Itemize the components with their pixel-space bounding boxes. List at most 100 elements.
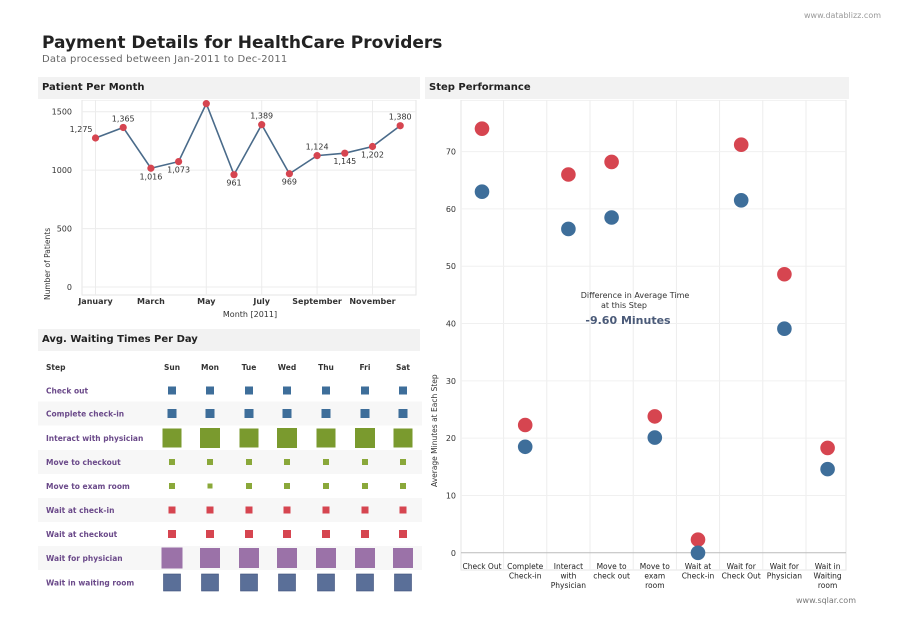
patients-data-label: 1,380 <box>389 113 412 122</box>
patients-data-label: 969 <box>282 178 297 187</box>
step-panel-header: Step Performance <box>425 77 849 99</box>
patients-line-chart: Number of Patients Month [2011] 1500 1000… <box>43 100 417 319</box>
annotation-title: Difference in Average Time <box>581 291 690 300</box>
waiting-square <box>394 573 412 592</box>
patients-data-point <box>119 123 127 132</box>
step-y-tick-label: 0 <box>451 549 456 558</box>
waiting-square <box>168 530 176 538</box>
waiting-square <box>162 428 182 448</box>
patients-plot-frame <box>81 100 417 296</box>
waiting-square <box>355 548 375 568</box>
waiting-square <box>399 506 407 514</box>
waiting-square <box>283 530 291 538</box>
waiting-square <box>278 573 296 592</box>
waiting-square <box>360 409 370 418</box>
patients-grid <box>81 100 417 296</box>
waiting-square <box>322 530 330 538</box>
day-column-headers: Sun Mon Tue Wed Thu Fri Sat <box>164 363 410 372</box>
step-column-header: Step <box>46 363 66 372</box>
step-row-label: Wait at check-in <box>46 506 114 515</box>
waiting-square <box>169 459 175 465</box>
step-row-label: Complete check-in <box>46 410 124 419</box>
patients-data-point <box>175 157 183 166</box>
step-data-point <box>561 167 576 182</box>
waiting-square <box>393 428 413 448</box>
patients-x-tick-label: March <box>137 297 165 306</box>
day-header: Mon <box>201 363 219 372</box>
annotation-value: -9.60 Minutes <box>585 314 671 327</box>
patients-data-label: 1,202 <box>361 151 384 160</box>
waiting-square <box>240 573 258 592</box>
step-data-point <box>647 430 663 445</box>
patients-x-tick-label: July <box>252 297 270 306</box>
day-header: Wed <box>278 363 296 372</box>
patients-series-line <box>95 101 401 177</box>
step-x-tick-label: Wait for Physician <box>767 562 803 581</box>
step-row-label: Interact with physician <box>46 434 143 443</box>
patients-series: 1,2751,3651,0161,0731,5699611,3899691,12… <box>70 100 412 188</box>
step-row-label: Move to exam room <box>46 482 130 491</box>
waiting-panel-header: Avg. Waiting Times Per Day <box>38 329 420 351</box>
step-data-point <box>517 417 533 433</box>
row-band <box>38 401 422 426</box>
waiting-square <box>361 386 369 395</box>
waiting-square <box>168 386 176 395</box>
step-x-tick-label: Move to exam room <box>640 562 670 590</box>
site-url: www.datablizz.com <box>804 11 882 20</box>
day-header: Tue <box>242 363 257 372</box>
waiting-square <box>200 548 220 568</box>
patients-data-label: 1,275 <box>70 125 93 134</box>
patients-data-label: 1,365 <box>112 114 135 123</box>
patients-x-tick-label: November <box>349 297 395 306</box>
waiting-square <box>207 483 213 489</box>
step-row-label: Wait for physician <box>46 554 123 563</box>
waiting-square <box>206 506 214 514</box>
waiting-square <box>321 409 331 418</box>
waiting-square <box>167 409 177 418</box>
patients-data-label: 1,145 <box>333 157 356 166</box>
waiting-square <box>207 459 213 465</box>
waiting-square <box>356 573 374 592</box>
patients-data-point <box>258 121 266 129</box>
waiting-square <box>277 428 297 448</box>
step-x-tick-label: Wait at Check-in <box>682 562 715 581</box>
waiting-square <box>283 506 291 514</box>
step-data-point <box>733 137 749 153</box>
row-band <box>38 450 422 474</box>
step-y-tick-label: 50 <box>446 262 456 271</box>
dashboard-subtitle: Data processed between Jan-2011 to Dec-2… <box>42 54 288 65</box>
step-x-ticks: Check Out Complete Check-in Interact with Phy… <box>462 562 841 590</box>
waiting-square <box>245 506 253 514</box>
patients-data-point <box>202 100 210 108</box>
waiting-square <box>398 409 408 418</box>
patients-data-point <box>230 171 238 179</box>
waiting-square <box>284 459 290 465</box>
step-data-point <box>820 440 835 456</box>
waiting-square <box>246 459 252 465</box>
waiting-square <box>317 573 335 592</box>
step-y-tick-label: 60 <box>446 205 456 214</box>
waiting-square <box>282 409 292 418</box>
step-x-tick-label: Wait in Waiting room <box>814 562 842 590</box>
patients-panel-header: Patient Per Month <box>38 77 420 99</box>
waiting-square <box>245 386 253 395</box>
step-row-label: Move to checkout <box>46 458 121 467</box>
waiting-square <box>200 428 220 448</box>
patients-data-point <box>313 152 321 160</box>
waiting-square <box>277 548 297 568</box>
waiting-square <box>163 573 181 592</box>
step-data-point <box>647 409 663 424</box>
patients-data-point <box>368 142 377 151</box>
dashboard-title: Payment Details for HealthCare Providers <box>42 33 443 53</box>
step-data-point <box>474 121 490 136</box>
waiting-square <box>206 530 214 538</box>
waiting-square <box>355 428 375 448</box>
step-data-point <box>690 545 706 561</box>
step-grid <box>460 100 847 571</box>
waiting-square <box>168 506 176 514</box>
step-y-axis-label: Average Minutes at Each Step <box>430 374 439 487</box>
waiting-square <box>362 459 368 465</box>
patients-x-tick-label: September <box>292 297 342 306</box>
step-row-label: Wait in waiting room <box>46 579 134 588</box>
patients-data-point <box>91 134 100 142</box>
